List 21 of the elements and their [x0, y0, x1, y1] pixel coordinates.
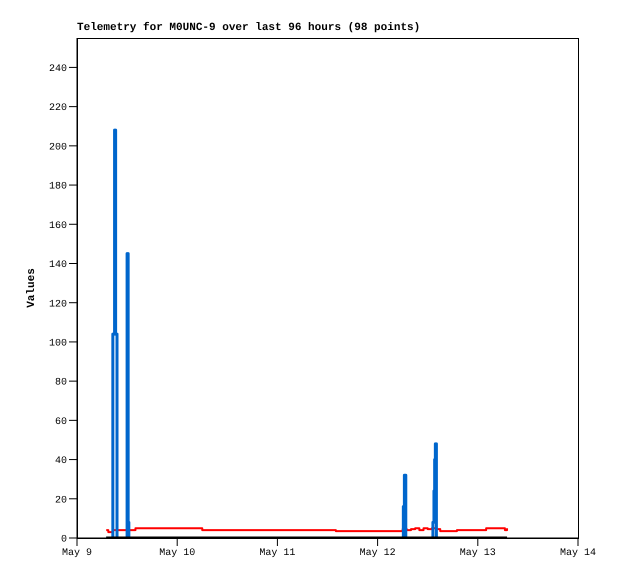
x-tick-label: May 10	[159, 548, 196, 560]
chart-title: Telemetry for M0UNC-9 over last 96 hours (98 points)	[77, 22, 420, 34]
y-tick-label: 200	[48, 142, 67, 154]
y-tick-label: 80	[54, 378, 67, 389]
y-tick-label: 60	[54, 416, 67, 428]
y-axis-title: Values	[26, 268, 38, 308]
x-tick-label: May 11	[259, 548, 296, 560]
y-tick-label: 220	[48, 103, 67, 114]
y-tick-label: 160	[48, 220, 67, 232]
y-tick-label: 240	[48, 64, 67, 75]
x-tick-label: May 12	[360, 548, 396, 560]
y-tick-label: 40	[54, 456, 67, 468]
x-tick-label: May 13	[460, 548, 496, 560]
y-tick-label: 100	[48, 338, 67, 350]
y-tick-label: 180	[48, 182, 67, 193]
x-tick-label: May 14	[560, 548, 596, 560]
x-tick-label: May 9	[62, 548, 92, 560]
y-tick-label: 140	[48, 260, 67, 272]
y-tick-label: 20	[54, 495, 67, 506]
y-tick-label: 0	[60, 534, 67, 546]
y-tick-label: 120	[48, 299, 67, 310]
